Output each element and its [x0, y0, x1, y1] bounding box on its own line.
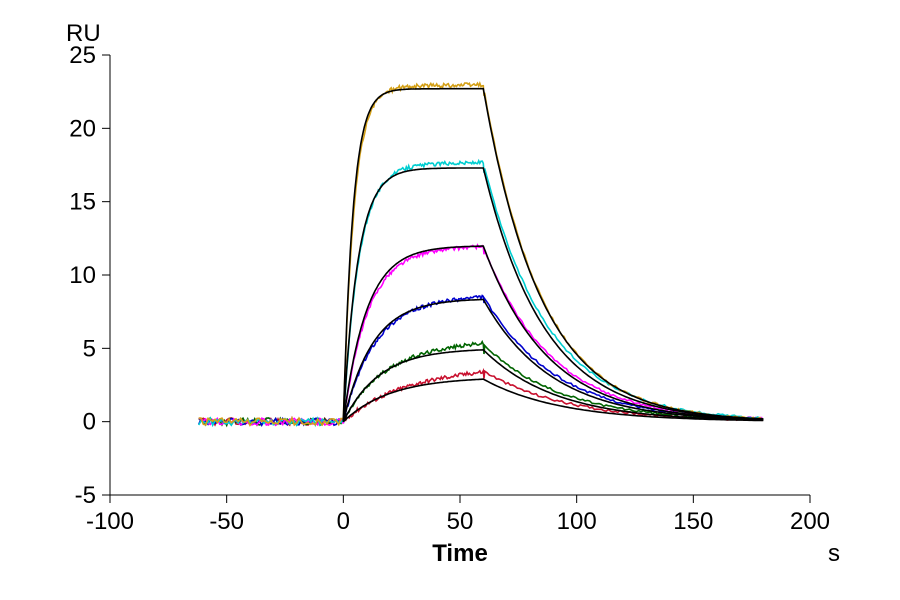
- chart-svg: -100-50050100150200-50510152025TimesRU: [0, 0, 900, 600]
- sensorgram-chart: -100-50050100150200-50510152025TimesRU: [0, 0, 900, 600]
- x-tick-label: -50: [209, 508, 244, 535]
- x-tick-label: 150: [673, 508, 713, 535]
- y-tick-label: 20: [69, 115, 96, 142]
- x-tick-label: -100: [86, 508, 134, 535]
- fit-curve-5: [343, 168, 763, 422]
- series-s3: [199, 296, 763, 426]
- y-tick-label: -5: [75, 482, 96, 509]
- x-tick-label: 100: [557, 508, 597, 535]
- fit-curve-6: [343, 89, 763, 422]
- y-axis-label: RU: [66, 20, 101, 47]
- series-s5: [199, 161, 763, 426]
- x-tick-label: 200: [790, 508, 830, 535]
- y-tick-label: 5: [83, 335, 96, 362]
- x-axis-label: Time: [432, 540, 488, 567]
- x-tick-label: 50: [447, 508, 474, 535]
- x-tick-label: 0: [337, 508, 350, 535]
- series-s4: [199, 245, 763, 425]
- x-axis-unit: s: [828, 540, 840, 567]
- y-tick-label: 10: [69, 262, 96, 289]
- y-tick-label: 0: [83, 409, 96, 436]
- y-tick-label: 15: [69, 189, 96, 216]
